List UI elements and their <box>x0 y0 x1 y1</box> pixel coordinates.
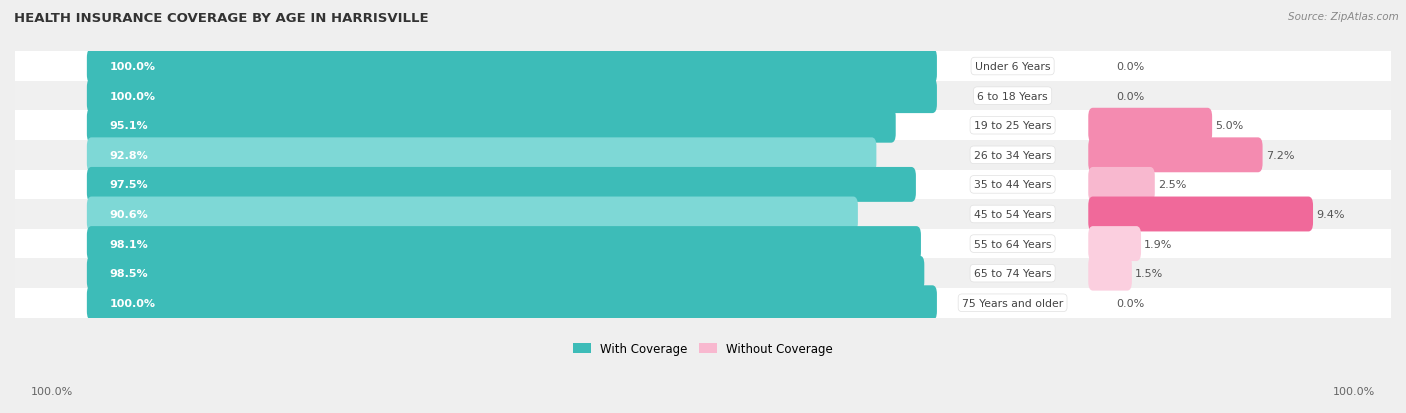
Text: 90.6%: 90.6% <box>110 209 149 219</box>
Text: 100.0%: 100.0% <box>110 62 156 72</box>
Text: 55 to 64 Years: 55 to 64 Years <box>974 239 1052 249</box>
FancyBboxPatch shape <box>87 168 915 202</box>
Text: 75 Years and older: 75 Years and older <box>962 298 1063 308</box>
FancyBboxPatch shape <box>87 50 936 84</box>
FancyBboxPatch shape <box>87 79 936 114</box>
FancyBboxPatch shape <box>87 256 924 291</box>
Text: 1.5%: 1.5% <box>1135 268 1163 278</box>
Legend: With Coverage, Without Coverage: With Coverage, Without Coverage <box>568 337 838 360</box>
Text: Under 6 Years: Under 6 Years <box>974 62 1050 72</box>
Text: Source: ZipAtlas.com: Source: ZipAtlas.com <box>1288 12 1399 22</box>
Text: 98.5%: 98.5% <box>110 268 149 278</box>
FancyBboxPatch shape <box>87 286 936 320</box>
Text: 100.0%: 100.0% <box>110 91 156 102</box>
FancyBboxPatch shape <box>87 197 858 232</box>
Text: 98.1%: 98.1% <box>110 239 149 249</box>
Text: 100.0%: 100.0% <box>31 387 73 396</box>
Bar <box>15 288 1391 318</box>
Text: 2.5%: 2.5% <box>1159 180 1187 190</box>
FancyBboxPatch shape <box>1088 197 1313 232</box>
Text: 0.0%: 0.0% <box>1116 91 1144 102</box>
Bar <box>15 82 1391 111</box>
Bar <box>15 200 1391 229</box>
FancyBboxPatch shape <box>1088 138 1263 173</box>
Text: HEALTH INSURANCE COVERAGE BY AGE IN HARRISVILLE: HEALTH INSURANCE COVERAGE BY AGE IN HARR… <box>14 12 429 25</box>
FancyBboxPatch shape <box>1088 168 1154 202</box>
Text: 95.1%: 95.1% <box>110 121 149 131</box>
FancyBboxPatch shape <box>87 138 876 173</box>
Text: 5.0%: 5.0% <box>1215 121 1243 131</box>
Text: 0.0%: 0.0% <box>1116 62 1144 72</box>
Text: 35 to 44 Years: 35 to 44 Years <box>974 180 1052 190</box>
Bar <box>15 52 1391 82</box>
FancyBboxPatch shape <box>87 109 896 143</box>
Bar <box>15 259 1391 288</box>
Text: 9.4%: 9.4% <box>1316 209 1344 219</box>
Text: 45 to 54 Years: 45 to 54 Years <box>974 209 1052 219</box>
Text: 100.0%: 100.0% <box>110 298 156 308</box>
FancyBboxPatch shape <box>1088 109 1212 143</box>
Bar <box>15 141 1391 170</box>
Bar <box>15 170 1391 200</box>
FancyBboxPatch shape <box>87 227 921 261</box>
Text: 92.8%: 92.8% <box>110 150 149 160</box>
Bar <box>15 111 1391 141</box>
Text: 19 to 25 Years: 19 to 25 Years <box>974 121 1052 131</box>
Bar <box>15 229 1391 259</box>
Text: 6 to 18 Years: 6 to 18 Years <box>977 91 1047 102</box>
Text: 7.2%: 7.2% <box>1265 150 1294 160</box>
Text: 65 to 74 Years: 65 to 74 Years <box>974 268 1052 278</box>
Text: 100.0%: 100.0% <box>1333 387 1375 396</box>
Text: 97.5%: 97.5% <box>110 180 149 190</box>
Text: 0.0%: 0.0% <box>1116 298 1144 308</box>
Text: 1.9%: 1.9% <box>1144 239 1173 249</box>
Text: 26 to 34 Years: 26 to 34 Years <box>974 150 1052 160</box>
FancyBboxPatch shape <box>1088 256 1132 291</box>
FancyBboxPatch shape <box>1088 227 1142 261</box>
